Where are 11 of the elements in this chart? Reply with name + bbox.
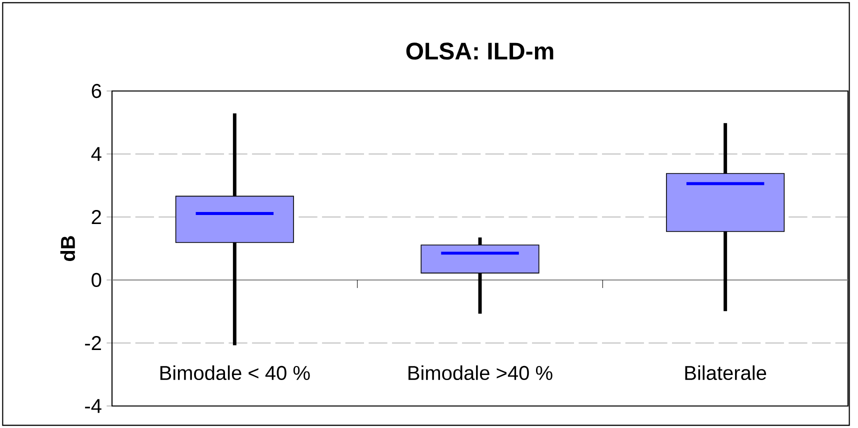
y-tick-label: 2 bbox=[92, 210, 101, 224]
y-tick-label: -2 bbox=[85, 336, 101, 350]
x-tick-label: Bimodale < 40 % bbox=[160, 365, 310, 380]
y-tick-label: 4 bbox=[91, 147, 102, 161]
y-tick-label: 6 bbox=[92, 84, 102, 98]
y-tick-label: -4 bbox=[85, 399, 102, 413]
y-tick-label: 0 bbox=[92, 272, 102, 288]
y-axis-title: dB bbox=[60, 236, 76, 261]
x-tick-label: Bilaterale bbox=[685, 365, 766, 380]
chart-title: OLSA: ILD-m bbox=[406, 42, 554, 60]
x-tick-label: Bimodale >40 % bbox=[408, 365, 552, 380]
